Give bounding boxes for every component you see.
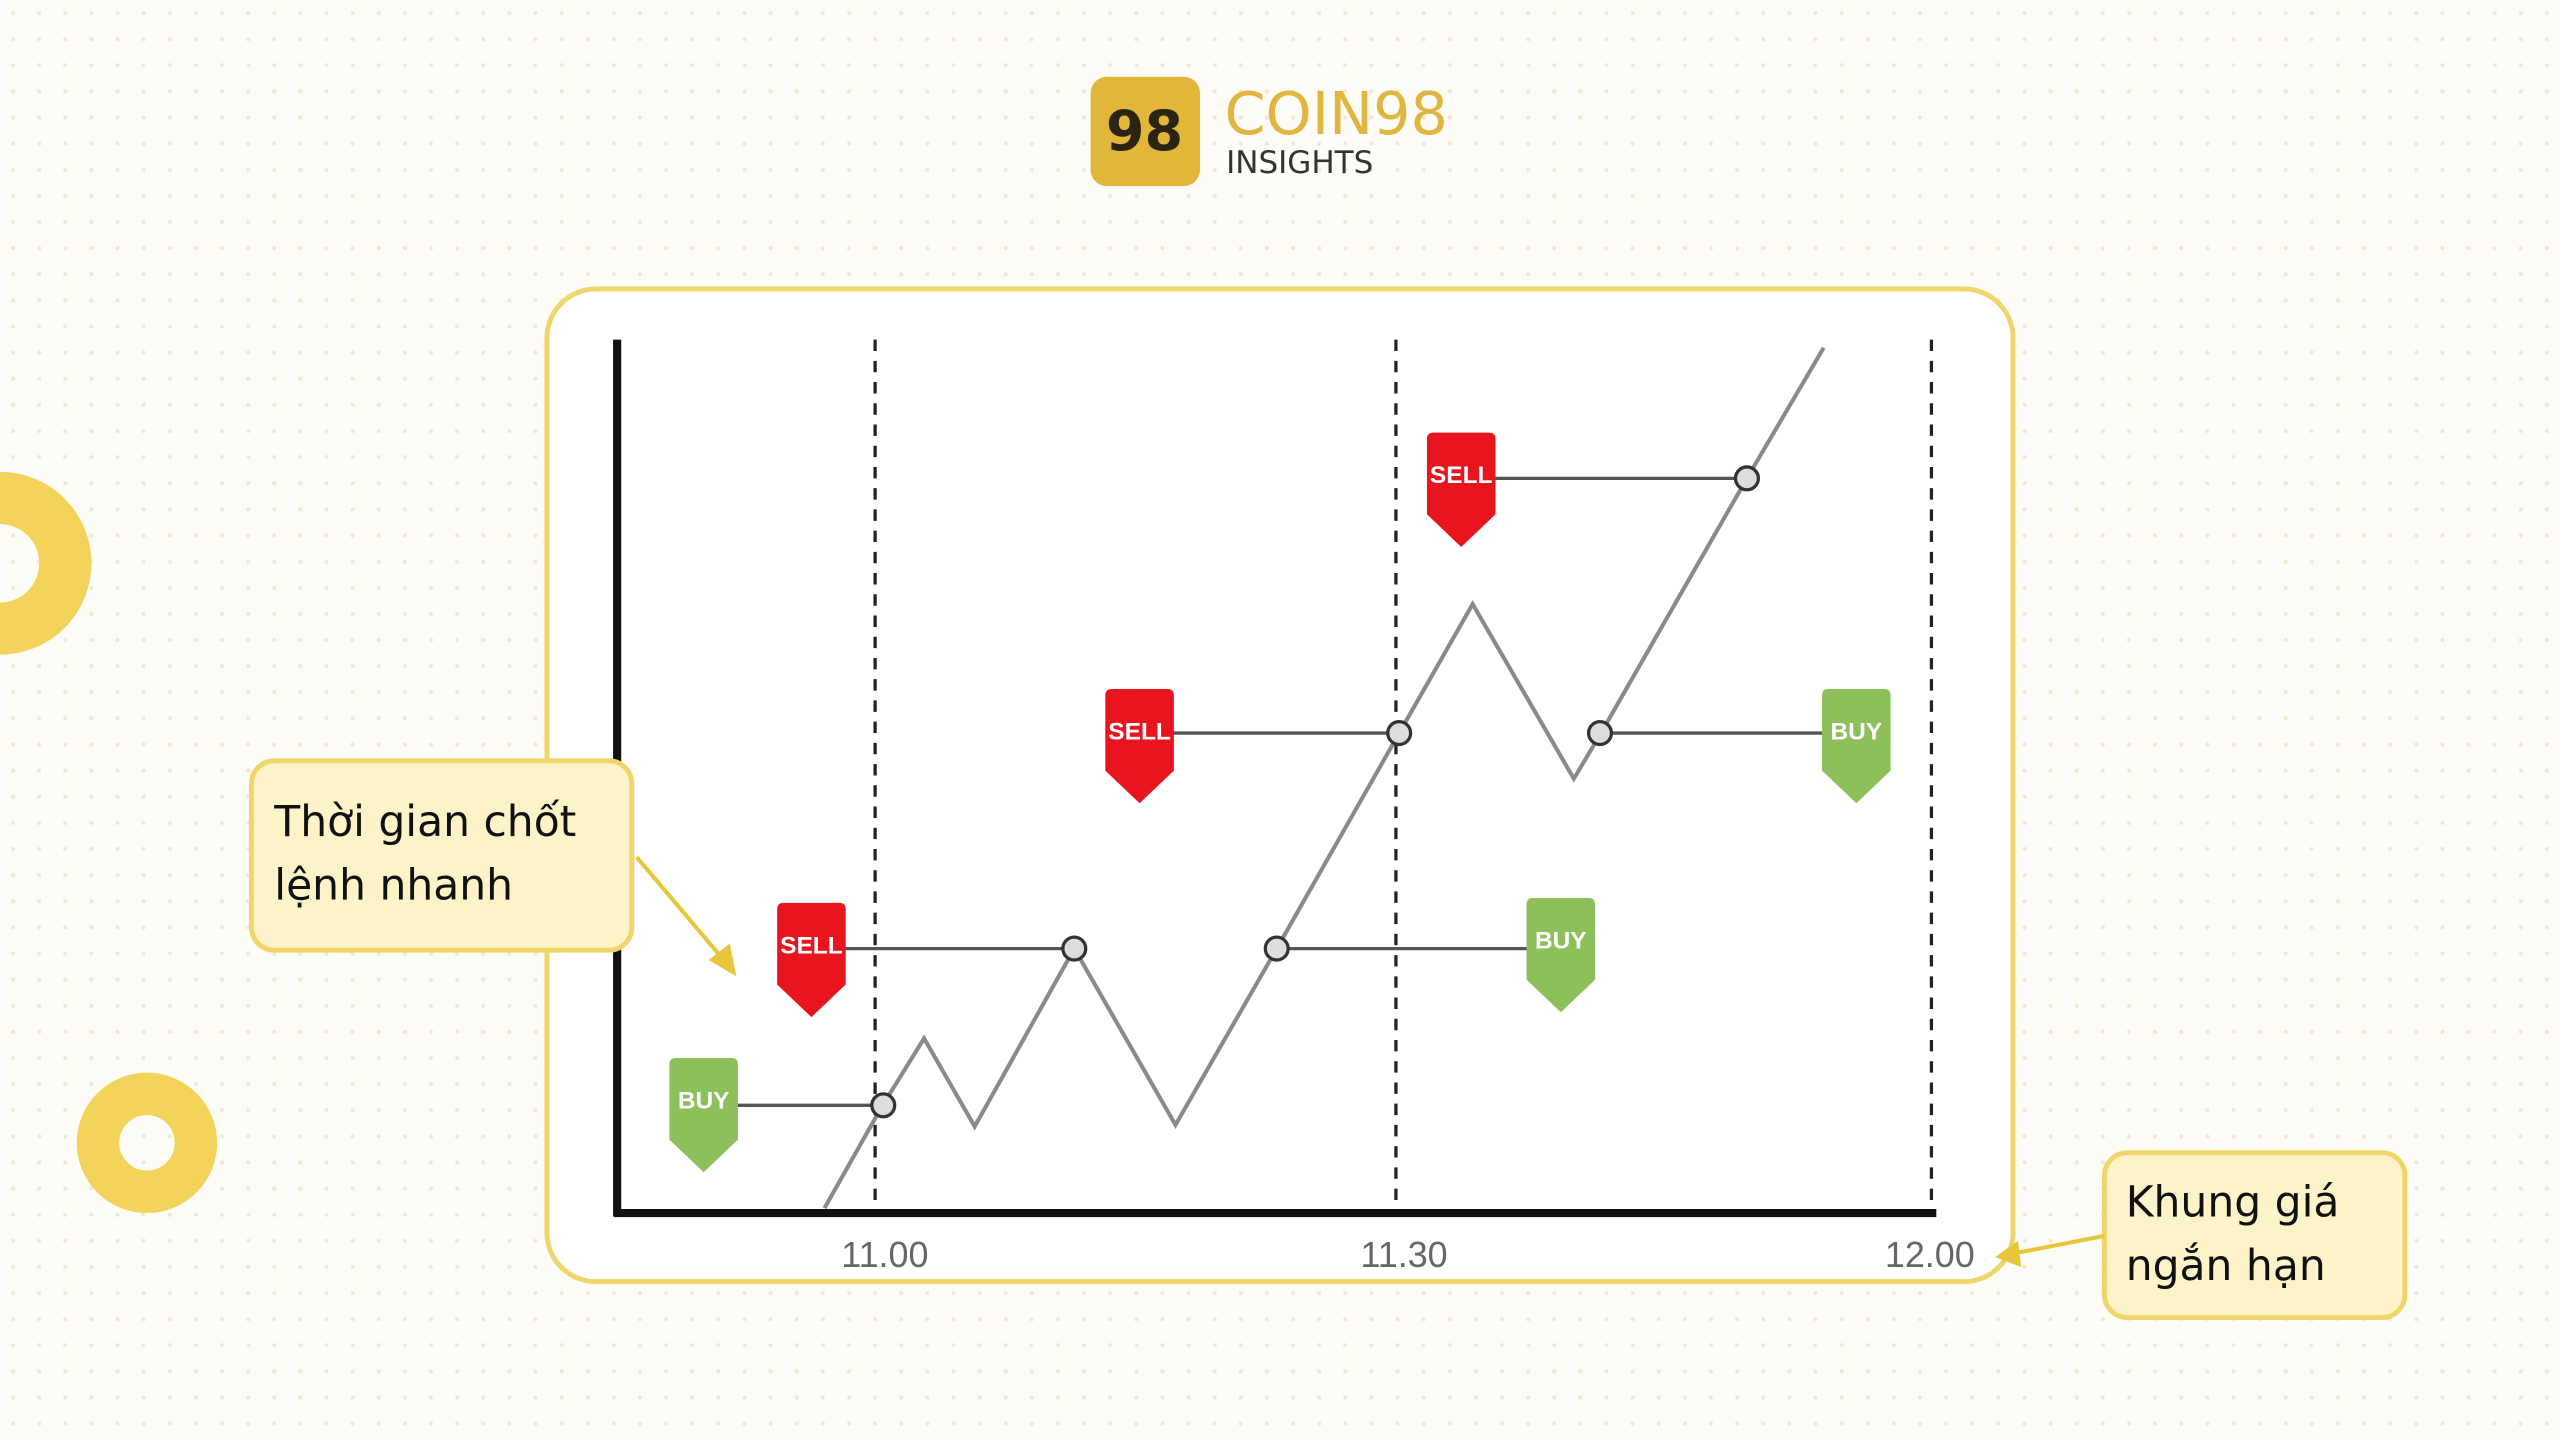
signal-tag [777, 902, 846, 1018]
callout-arrow [635, 855, 729, 965]
callout-arrow [2011, 1233, 2105, 1256]
logo-sub: INSIGHTS [1226, 145, 1373, 181]
logo-brand: COIN98 [1224, 79, 1447, 148]
logo-mark: 98 [1106, 99, 1183, 164]
arrow-head [708, 943, 737, 977]
x-label: 12.00 [1885, 1234, 1975, 1275]
signal-label: BUY [1535, 928, 1587, 955]
order-lines [737, 476, 1857, 1107]
callout-box [248, 758, 635, 953]
signal-tags: BUY SELL SELL SELL BUY BUY [669, 432, 1891, 1173]
signal-label: BUY [678, 1088, 730, 1115]
intersections [870, 465, 1760, 1119]
signal-label: SELL [1108, 719, 1171, 746]
signal-label: SELL [780, 932, 843, 959]
signal-label: SELL [1430, 462, 1493, 489]
callout-box [2102, 1150, 2408, 1320]
deco-ring [76, 1072, 218, 1214]
signal-tag [1822, 688, 1891, 804]
signal-tag [1526, 897, 1596, 1013]
deco-ring [0, 471, 92, 655]
x-label: 11.30 [1360, 1234, 1447, 1275]
time-dividers [873, 339, 1934, 1214]
arrow-head [1995, 1240, 2022, 1267]
logo-mark-bg [1090, 76, 1200, 187]
callout-text: lệnh nhanh [274, 862, 513, 911]
chart-frame [544, 286, 2016, 1285]
signal-tag [1105, 688, 1174, 804]
callout-text: Thời gian chốt [273, 798, 576, 847]
signal-label: BUY [1830, 719, 1882, 746]
signal-tag [669, 1057, 738, 1173]
signal-tag [1426, 432, 1496, 547]
callout-text: Khung giá [2126, 1178, 2340, 1227]
callout-text: ngắn hạn [2126, 1242, 2326, 1291]
x-label: 11.00 [841, 1234, 928, 1275]
